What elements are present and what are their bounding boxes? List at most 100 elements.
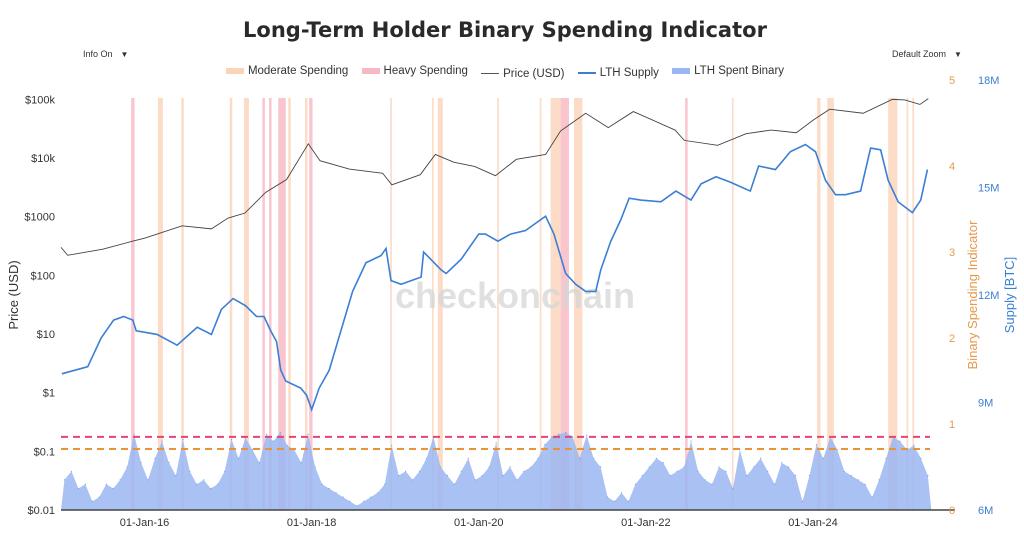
- spent-binary-point: [63, 479, 66, 481]
- spending-band-heavy: [262, 98, 265, 510]
- spent-binary-point: [342, 496, 344, 498]
- y-right2-tick-label: 9M: [978, 398, 993, 410]
- y-left-tick-label: $100k: [25, 94, 55, 106]
- spending-band-moderate: [288, 98, 291, 510]
- spending-band-moderate: [431, 98, 434, 510]
- legend-item-price[interactable]: Price (USD): [481, 68, 564, 80]
- chart-title: Long-Term Holder Binary Spending Indicat…: [243, 18, 767, 42]
- spent-binary-point: [774, 483, 776, 485]
- spent-binary-point: [210, 487, 212, 490]
- y-left-tick-label: $100: [31, 270, 55, 282]
- spent-binary-point: [488, 466, 490, 468]
- y-left-tick-label: $1000: [24, 212, 55, 224]
- spent-binary-point: [530, 466, 532, 468]
- spent-binary-area: [61, 432, 932, 510]
- chevron-down-icon: ▼: [954, 50, 962, 59]
- spent-binary-point: [349, 500, 351, 502]
- spent-binary-point: [230, 438, 233, 441]
- spent-binary-point: [711, 483, 713, 485]
- spending-band-heavy: [269, 98, 272, 510]
- spent-binary-point: [105, 483, 107, 485]
- spent-binary-point: [620, 492, 623, 494]
- legend-item-lth-spent-binary[interactable]: LTH Spent Binary: [672, 65, 784, 77]
- spent-binary-point: [189, 470, 191, 472]
- spent-binary-point: [251, 449, 254, 451]
- spending-band-moderate: [181, 98, 184, 510]
- legend-item-moderate-spending[interactable]: Moderate Spending: [225, 65, 349, 77]
- legend-label: Moderate Spending: [247, 65, 349, 77]
- legend-item-lth-supply[interactable]: LTH Supply: [577, 67, 659, 79]
- spent-binary-point: [787, 466, 790, 468]
- spent-binary-point: [767, 470, 769, 472]
- spent-binary-point: [801, 500, 804, 502]
- legend-item-heavy-spending[interactable]: Heavy Spending: [361, 65, 468, 77]
- x-tick-label: 01-Jan-24: [788, 517, 838, 529]
- spent-binary-point: [307, 433, 309, 435]
- spent-binary-point: [154, 457, 156, 459]
- spending-band-moderate: [539, 98, 542, 510]
- spent-binary-point: [398, 475, 400, 477]
- price-line: [60, 98, 929, 256]
- spent-binary-point: [516, 479, 518, 481]
- spending-band-moderate: [157, 98, 163, 510]
- spent-binary-point: [857, 479, 859, 481]
- spending-band-moderate: [912, 98, 915, 510]
- y-right2-tick-label: 15M: [978, 183, 999, 195]
- spending-band-moderate: [304, 98, 308, 510]
- spent-binary-point: [579, 457, 581, 459]
- spent-binary-point: [321, 483, 323, 485]
- spending-band-moderate: [906, 98, 909, 510]
- spent-binary-point: [864, 483, 866, 485]
- spent-binary-point: [481, 475, 483, 477]
- y-left-title: Price (USD): [6, 260, 21, 329]
- spent-binary-point: [286, 444, 288, 447]
- info-toggle-label: Info On: [83, 49, 113, 59]
- spent-binary-point: [871, 496, 873, 498]
- spent-binary-point: [655, 457, 657, 459]
- spent-binary-point: [753, 466, 755, 468]
- legend-swatch: [225, 68, 244, 74]
- zoom-dropdown[interactable]: Default Zoom ▼: [892, 49, 962, 59]
- chevron-down-icon: ▼: [120, 50, 129, 59]
- spent-binary-point: [593, 457, 595, 459]
- lth-supply-line: [61, 143, 929, 413]
- spent-binary-point: [781, 462, 783, 464]
- x-tick-label: 01-Jan-22: [621, 517, 671, 529]
- x-tick-label: 01-Jan-20: [454, 517, 504, 529]
- spending-band-moderate: [888, 98, 898, 510]
- spent-binary-point: [147, 479, 149, 481]
- spent-binary-point: [878, 479, 880, 481]
- spent-binary-point: [391, 444, 393, 447]
- legend: Moderate Spending Heavy Spending Price (…: [0, 65, 1010, 80]
- spent-binary-point: [224, 470, 226, 472]
- spent-binary-point: [495, 442, 497, 444]
- spending-band-moderate: [390, 98, 392, 510]
- spent-binary-point: [140, 462, 142, 464]
- spent-binary-point: [704, 479, 706, 481]
- y-right1-tick-label: 0: [949, 505, 955, 517]
- spent-binary-point: [412, 479, 414, 481]
- y-left-tick-label: $1: [43, 388, 55, 400]
- spent-binary-point: [370, 496, 372, 498]
- spent-binary-point: [718, 466, 720, 468]
- spent-binary-point: [502, 475, 504, 477]
- info-toggle-dropdown[interactable]: Info On ▼: [83, 49, 128, 59]
- spent-binary-point: [544, 444, 546, 446]
- spent-binary-point: [551, 436, 553, 438]
- spending-band-moderate: [229, 98, 233, 510]
- y-left-tick-label: $0.1: [34, 446, 55, 458]
- spending-band-heavy: [560, 98, 569, 510]
- spent-binary-point: [565, 432, 567, 434]
- legend-label: LTH Supply: [599, 67, 659, 79]
- spent-binary-point: [112, 487, 114, 490]
- spent-binary-point: [405, 470, 407, 472]
- y-right1-tick-label: 5: [949, 75, 955, 87]
- spent-binary-point: [272, 440, 274, 442]
- spent-binary-point: [474, 479, 476, 481]
- spent-binary-point: [606, 496, 609, 498]
- spent-binary-point: [363, 500, 365, 502]
- spent-binary-point: [453, 483, 455, 485]
- legend-swatch: [577, 72, 596, 74]
- y-right1-title: Binary Spending Indicator: [965, 220, 980, 370]
